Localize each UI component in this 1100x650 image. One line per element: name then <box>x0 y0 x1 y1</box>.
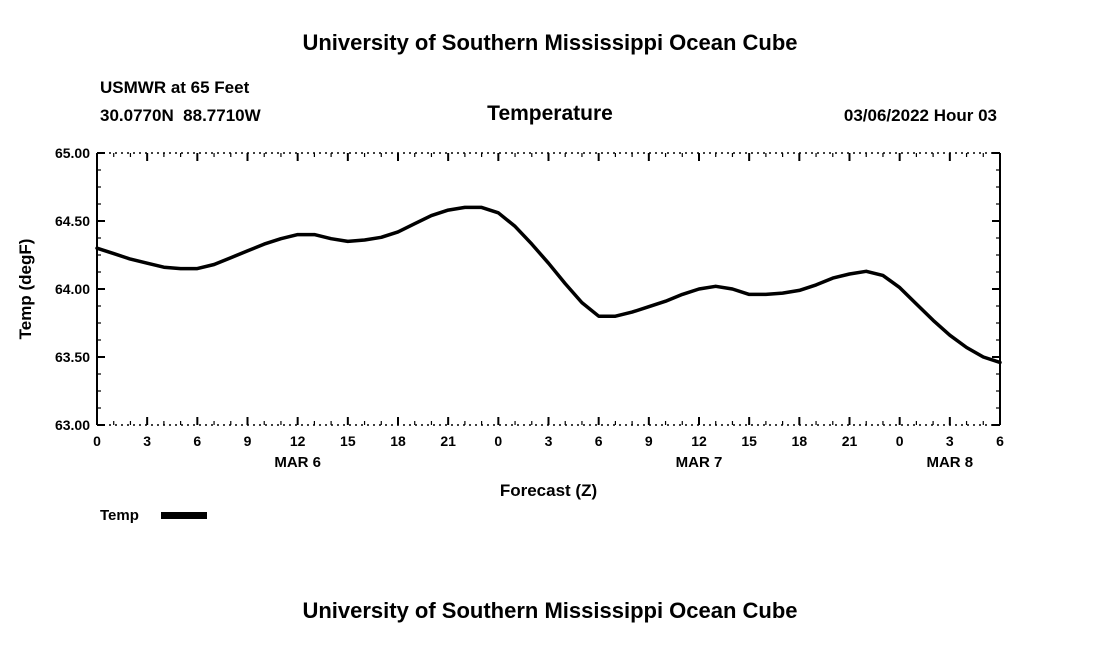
plot-frame <box>96 152 1001 426</box>
svg-text:3: 3 <box>143 433 151 449</box>
legend-label: Temp <box>100 507 139 524</box>
svg-text:9: 9 <box>244 433 252 449</box>
coordinates-label: 30.0770N 88.7710W <box>100 106 261 125</box>
svg-text:9: 9 <box>645 433 653 449</box>
day-labels: MAR 6 MAR 7 MAR 8 <box>274 454 973 471</box>
svg-text:21: 21 <box>440 433 456 449</box>
svg-text:3: 3 <box>545 433 553 449</box>
y-axis-title: Temp (degF) <box>16 239 35 340</box>
x-axis-title: Forecast (Z) <box>500 481 597 500</box>
y-tick-labels: 63.00 63.50 64.00 64.50 65.00 <box>55 145 90 433</box>
svg-text:MAR 7: MAR 7 <box>676 454 723 471</box>
svg-text:64.00: 64.00 <box>55 281 90 297</box>
svg-text:12: 12 <box>290 433 306 449</box>
legend: Temp <box>100 507 207 524</box>
svg-text:21: 21 <box>842 433 858 449</box>
svg-text:MAR 8: MAR 8 <box>926 454 973 471</box>
svg-text:0: 0 <box>494 433 502 449</box>
svg-text:15: 15 <box>741 433 757 449</box>
svg-text:3: 3 <box>946 433 954 449</box>
svg-text:63.50: 63.50 <box>55 349 90 365</box>
svg-text:6: 6 <box>996 433 1004 449</box>
temp-line <box>95 205 1002 365</box>
svg-text:65.00: 65.00 <box>55 145 90 161</box>
svg-text:6: 6 <box>595 433 603 449</box>
svg-text:6: 6 <box>193 433 201 449</box>
svg-text:15: 15 <box>340 433 356 449</box>
svg-text:18: 18 <box>792 433 808 449</box>
svg-text:0: 0 <box>93 433 101 449</box>
legend-line-swatch <box>160 512 207 519</box>
footer-title: University of Southern Mississippi Ocean… <box>302 598 798 623</box>
svg-text:12: 12 <box>691 433 707 449</box>
svg-text:18: 18 <box>390 433 406 449</box>
y-axis-ticks <box>97 152 1000 426</box>
svg-text:63.00: 63.00 <box>55 417 90 433</box>
svg-text:64.50: 64.50 <box>55 213 90 229</box>
datetime-label: 03/06/2022 Hour 03 <box>843 106 997 125</box>
x-tick-labels: 0 3 6 9 12 15 18 21 0 3 6 9 12 15 18 21 0 3 6 <box>93 433 1004 449</box>
x-axis-ticks <box>96 153 1001 425</box>
svg-text:MAR 6: MAR 6 <box>274 454 321 471</box>
station-label: USMWR at 65 Feet <box>100 78 250 97</box>
page-title: University of Southern Mississippi Ocean… <box>302 30 798 55</box>
chart-title: Temperature <box>487 102 613 125</box>
svg-text:0: 0 <box>896 433 904 449</box>
